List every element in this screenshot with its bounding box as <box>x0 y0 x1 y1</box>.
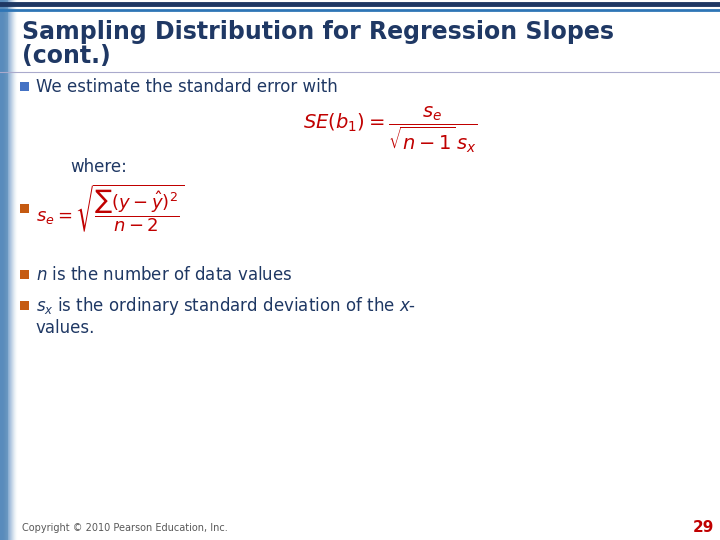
Bar <box>0 0 3 540</box>
Bar <box>0 0 10 540</box>
Bar <box>0 0 9 540</box>
Bar <box>0 0 17 540</box>
Bar <box>0 0 5 540</box>
Bar <box>20 301 29 310</box>
Bar <box>0 0 11 540</box>
Bar <box>0 0 14 540</box>
Text: (cont.): (cont.) <box>22 44 111 68</box>
Bar <box>0 0 6 540</box>
Bar <box>0 0 12 540</box>
Bar <box>20 204 29 213</box>
Text: values.: values. <box>36 319 95 337</box>
Bar <box>0 0 8 540</box>
Bar <box>0 0 15 540</box>
Bar <box>0 0 4 540</box>
Text: 29: 29 <box>693 521 714 536</box>
Text: $s_x$ is the ordinary standard deviation of the $\mathit{x}$-: $s_x$ is the ordinary standard deviation… <box>36 295 416 317</box>
Bar <box>0 0 9 540</box>
Text: $s_e = \sqrt{\dfrac{\sum(y-\hat{y})^2}{n-2}}$: $s_e = \sqrt{\dfrac{\sum(y-\hat{y})^2}{n… <box>36 183 184 234</box>
Bar <box>0 0 11 540</box>
Bar <box>0 0 12 540</box>
Bar <box>0 0 14 540</box>
Text: where:: where: <box>70 158 127 176</box>
Bar <box>0 0 4 540</box>
Bar <box>0 0 16 540</box>
Bar <box>20 82 29 91</box>
Bar <box>0 0 7 540</box>
Bar <box>0 0 6 540</box>
Bar <box>0 0 16 540</box>
Bar <box>0 0 13 540</box>
Bar <box>0 0 12 540</box>
Bar <box>0 0 8 540</box>
Bar <box>0 0 7 540</box>
Bar <box>0 0 6 540</box>
Bar <box>20 270 29 279</box>
Bar <box>0 0 9 540</box>
Bar <box>0 0 14 540</box>
Text: Sampling Distribution for Regression Slopes: Sampling Distribution for Regression Slo… <box>22 20 614 44</box>
Bar <box>0 0 17 540</box>
Bar <box>0 0 17 540</box>
Text: We estimate the standard error with: We estimate the standard error with <box>36 78 338 96</box>
Text: Copyright © 2010 Pearson Education, Inc.: Copyright © 2010 Pearson Education, Inc. <box>22 523 228 533</box>
Text: $\mathit{n}$ is the number of data values: $\mathit{n}$ is the number of data value… <box>36 266 292 284</box>
Text: $\mathit{SE}(b_1)=\dfrac{s_e}{\sqrt{n-1}\,s_x}$: $\mathit{SE}(b_1)=\dfrac{s_e}{\sqrt{n-1}… <box>303 105 477 156</box>
Bar <box>0 0 4 540</box>
